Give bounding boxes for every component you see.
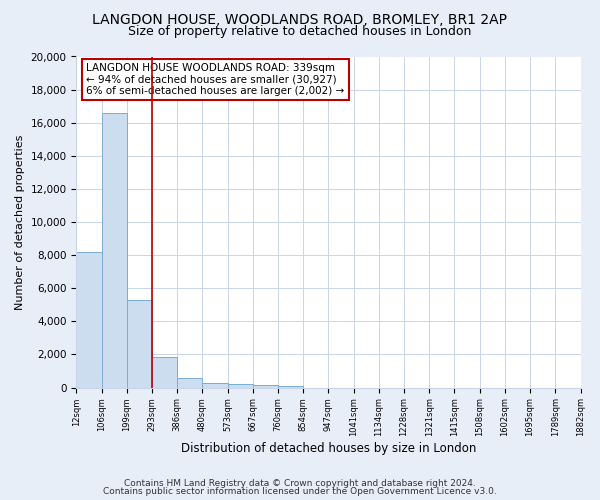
Bar	[227, 384, 253, 388]
Bar	[278, 386, 303, 388]
Bar	[76, 252, 101, 388]
Text: LANGDON HOUSE, WOODLANDS ROAD, BROMLEY, BR1 2AP: LANGDON HOUSE, WOODLANDS ROAD, BROMLEY, …	[92, 12, 508, 26]
Bar	[177, 378, 202, 388]
Bar	[101, 113, 127, 388]
Bar	[152, 357, 177, 388]
Text: Size of property relative to detached houses in London: Size of property relative to detached ho…	[128, 25, 472, 38]
Bar	[127, 300, 152, 388]
Bar	[253, 385, 278, 388]
Y-axis label: Number of detached properties: Number of detached properties	[15, 134, 25, 310]
Text: Contains public sector information licensed under the Open Government Licence v3: Contains public sector information licen…	[103, 487, 497, 496]
Bar	[202, 382, 227, 388]
Text: Contains HM Land Registry data © Crown copyright and database right 2024.: Contains HM Land Registry data © Crown c…	[124, 478, 476, 488]
X-axis label: Distribution of detached houses by size in London: Distribution of detached houses by size …	[181, 442, 476, 455]
Text: LANGDON HOUSE WOODLANDS ROAD: 339sqm
← 94% of detached houses are smaller (30,92: LANGDON HOUSE WOODLANDS ROAD: 339sqm ← 9…	[86, 63, 345, 96]
